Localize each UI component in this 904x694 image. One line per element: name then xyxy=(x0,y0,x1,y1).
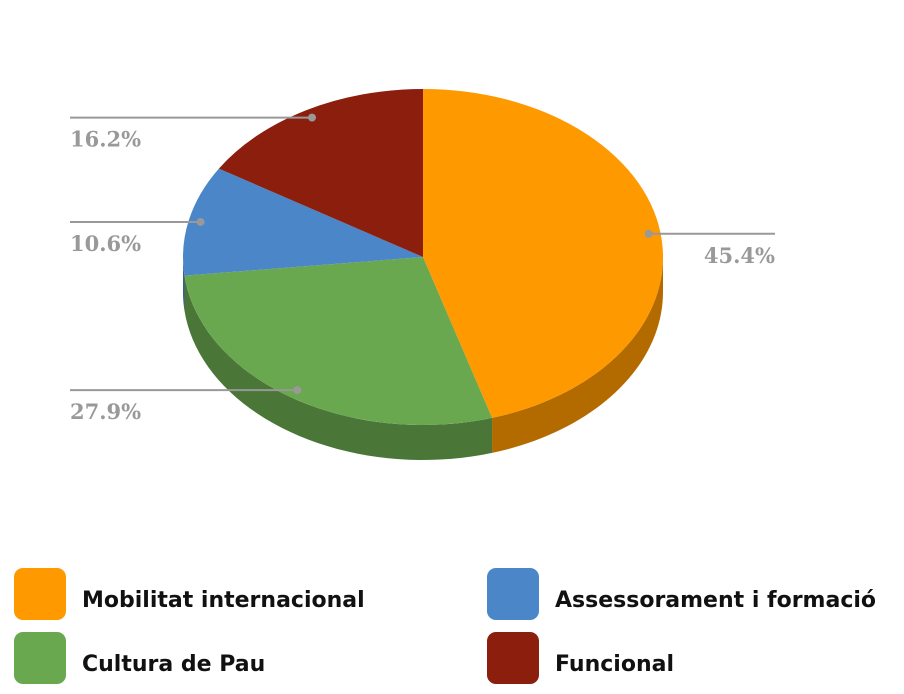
leader-dot xyxy=(293,386,302,395)
legend-swatch xyxy=(487,632,539,684)
value-label: 10.6% xyxy=(70,231,141,256)
legend-label: Mobilitat internacional xyxy=(82,588,365,613)
slice-side xyxy=(492,257,663,453)
value-label: 16.2% xyxy=(70,127,141,152)
slice-side xyxy=(184,275,493,460)
legend-swatch xyxy=(14,568,66,620)
slice xyxy=(184,257,493,426)
legend-label: Cultura de Pau xyxy=(82,652,265,677)
slice xyxy=(423,89,664,418)
leader-dot xyxy=(644,229,653,238)
value-label: 27.9% xyxy=(70,399,141,424)
value-label: 45.4% xyxy=(704,243,775,268)
legend-swatch xyxy=(14,632,66,684)
legend-swatch xyxy=(487,568,539,620)
slice xyxy=(218,89,423,257)
slice-side xyxy=(183,257,185,311)
slice xyxy=(183,168,423,276)
leader-dot xyxy=(196,217,205,226)
legend-label: Funcional xyxy=(555,652,674,677)
legend-label: Assessorament i formació xyxy=(555,588,876,613)
leader-dot xyxy=(308,113,317,122)
